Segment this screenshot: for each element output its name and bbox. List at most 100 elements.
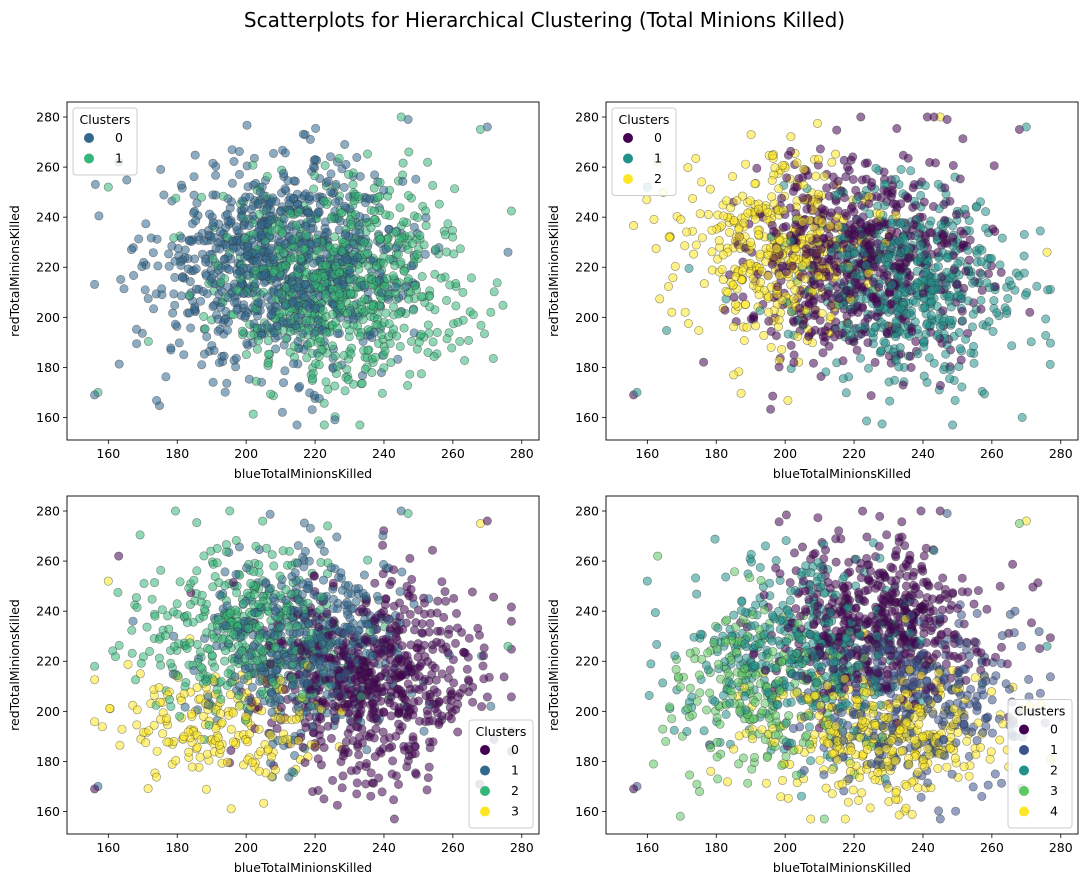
scatter-point [862, 416, 872, 426]
scatter-point [341, 737, 351, 747]
scatter-point [933, 262, 943, 272]
scatter-point [170, 319, 180, 329]
scatter-point [381, 308, 391, 318]
scatter-point [918, 288, 928, 298]
scatter-point [789, 358, 799, 368]
scatter-point [357, 378, 367, 388]
scatter-point [908, 202, 918, 212]
scatter-point [464, 633, 474, 643]
scatter-point [255, 610, 265, 620]
scatter-point [856, 230, 866, 240]
scatter-point [263, 744, 273, 754]
scatter-point [683, 163, 693, 173]
scatter-point [882, 329, 892, 339]
x-tick-label: 180 [704, 446, 728, 461]
scatter-point [370, 170, 380, 180]
scatter-point [503, 641, 513, 651]
scatter-point [924, 220, 934, 230]
scatter-point [265, 730, 275, 740]
scatter-point [429, 685, 439, 695]
scatter-point [812, 118, 822, 128]
scatter-point [423, 157, 433, 167]
scatter-point [1002, 306, 1012, 316]
scatter-point [353, 253, 363, 263]
scatter-point [135, 669, 145, 679]
scatter-point [906, 362, 916, 372]
x-tick-label: 160 [635, 446, 659, 461]
scatter-point [307, 608, 317, 618]
scatter-point [266, 698, 276, 708]
scatter-point [222, 232, 232, 242]
scatter-point [503, 247, 513, 257]
scatter-point [441, 295, 451, 305]
scatter-point [242, 120, 252, 130]
scatter-point [169, 631, 179, 641]
scatter-point [891, 316, 901, 326]
scatter-point [770, 163, 780, 173]
scatter-point [216, 694, 226, 704]
scatter-point [755, 249, 765, 259]
scatter-point [1032, 281, 1042, 291]
scatter-point [956, 355, 966, 365]
scatter-point [232, 285, 242, 295]
scatter-point [852, 345, 862, 355]
scatter-point [271, 665, 281, 675]
scatter-point [128, 616, 138, 626]
scatter-point [97, 722, 107, 732]
scatter-point [115, 740, 125, 750]
scatter-point [882, 187, 892, 197]
scatter-point [319, 743, 329, 753]
scatter-point [416, 292, 426, 302]
scatter-point [246, 330, 256, 340]
scatter-point [249, 567, 259, 577]
scatter-point [385, 338, 395, 348]
scatter-point [300, 546, 310, 556]
scatter-point [113, 587, 123, 597]
scatter-point [365, 194, 375, 204]
scatter-point [386, 711, 396, 721]
scatter-point [287, 235, 297, 245]
scatter-point [377, 787, 387, 797]
scatter-point [273, 288, 283, 298]
scatter-point [343, 375, 353, 385]
scatter-point [834, 294, 844, 304]
scatter-point [215, 227, 225, 237]
scatter-point [499, 672, 509, 682]
scatter-point [387, 769, 397, 779]
scatter-point [714, 236, 724, 246]
scatter-point [103, 576, 113, 586]
scatter-point [751, 321, 761, 331]
scatter-point [211, 243, 221, 253]
scatter-point [389, 601, 399, 611]
scatter-point [264, 584, 274, 594]
scatter-point [822, 183, 832, 193]
scatter-point [832, 267, 842, 277]
scatter-point [827, 157, 837, 167]
scatter-point [930, 158, 940, 168]
scatter-point [781, 222, 791, 232]
scatter-point [379, 185, 389, 195]
scatter-point [319, 398, 329, 408]
y-axis-label: redTotalMinionsKilled [546, 205, 561, 337]
scatter-point [157, 290, 167, 300]
scatter-point [777, 193, 787, 203]
scatter-point [879, 271, 889, 281]
scatter-point [905, 351, 915, 361]
scatter-point [119, 284, 129, 294]
scatter-point [414, 337, 424, 347]
scatter-point [293, 594, 303, 604]
scatter-point [323, 630, 333, 640]
scatter-point [764, 292, 774, 302]
scatter-point [455, 688, 465, 698]
scatter-point [189, 575, 199, 585]
scatter-point [154, 683, 164, 693]
scatter-point [322, 328, 332, 338]
scatter-point [668, 273, 678, 283]
scatter-point [369, 327, 379, 337]
scatter-point [326, 187, 336, 197]
legend-label: 1 [115, 151, 123, 166]
scatter-point [462, 664, 472, 674]
scatter-point [969, 358, 979, 368]
scatter-point [408, 305, 418, 315]
